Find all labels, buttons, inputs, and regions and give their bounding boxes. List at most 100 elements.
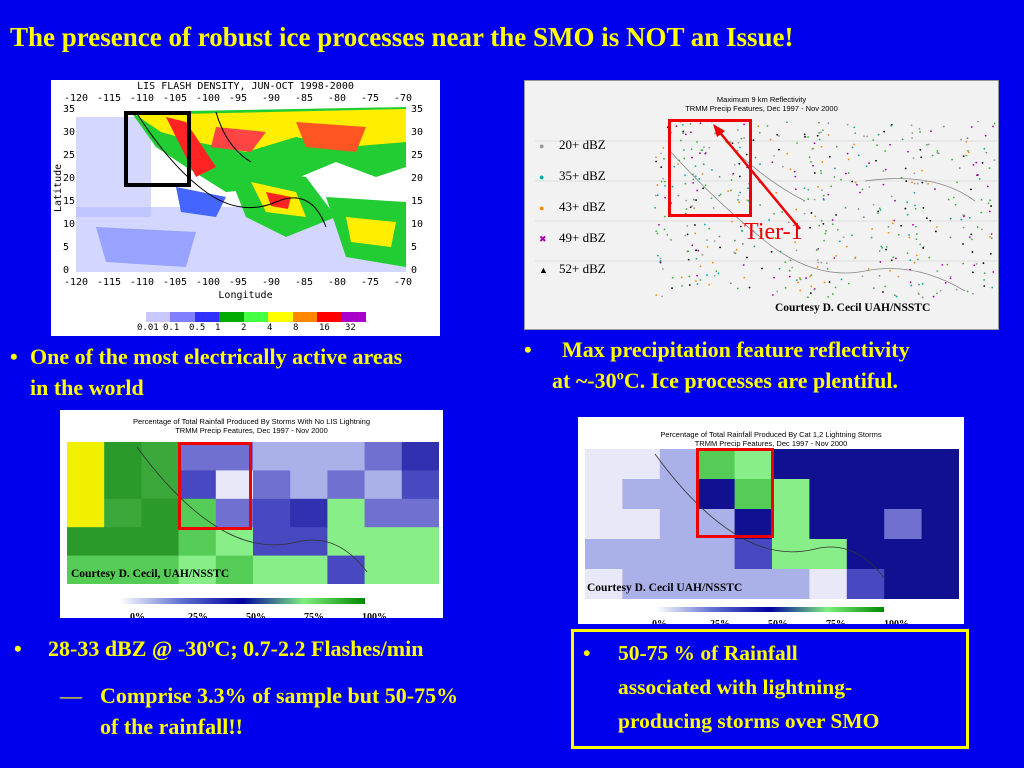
refl-feature-dot	[788, 269, 791, 272]
refl-feature-dot	[936, 150, 939, 152]
refl-feature-dot	[698, 178, 701, 180]
refl-feature-dot	[878, 250, 881, 252]
bullet3-text: 28-33 dBZ @ -30ºC; 0.7-2.2 Flashes/min	[48, 636, 424, 661]
refl-feature-dot	[823, 281, 826, 284]
refl-feature-dot	[702, 163, 705, 166]
refl-feature-dot	[828, 155, 831, 158]
refl-feature-dot	[990, 237, 993, 240]
refl-feature-dot	[702, 187, 705, 190]
refl-feature-dot	[794, 241, 797, 244]
refl-feature-dot	[813, 142, 816, 145]
refl-feature-dot	[846, 152, 849, 155]
refl-feature-dot	[671, 287, 673, 290]
lis-scale-label: 1	[215, 323, 221, 333]
refl-feature-dot	[735, 248, 738, 251]
grid-cell	[178, 527, 217, 557]
bullet-max-precipitation: • Max precipitation feature reflectivity…	[524, 334, 1024, 396]
refl-feature-dot	[831, 219, 834, 221]
refl-feature-dot	[784, 286, 787, 289]
refl-feature-dot	[897, 233, 900, 236]
refl-feature-dot	[941, 263, 944, 266]
refl-feature-dot	[656, 232, 659, 235]
grid-cell	[809, 509, 848, 540]
lis-map-title: LIS FLASH DENSITY, JUN-OCT 1998-2000	[137, 81, 354, 92]
refl-legend-item: ● 43+ dBZ	[539, 199, 606, 215]
refl-feature-dot	[798, 276, 801, 279]
grid-cell	[846, 479, 885, 510]
refl-feature-dot	[916, 182, 919, 185]
refl-feature-dot	[859, 191, 861, 194]
refl-feature-dot	[977, 121, 979, 123]
refl-feature-dot	[935, 230, 937, 233]
grid-cell	[772, 509, 810, 540]
refl-feature-dot	[697, 249, 700, 252]
refl-feature-dot	[820, 172, 823, 175]
refl-feature-dot	[743, 123, 745, 126]
refl-feature-dot	[877, 210, 880, 213]
refl-feature-dot	[871, 228, 874, 230]
cat12-scale-label: 75%	[826, 619, 846, 624]
refl-feature-dot	[817, 247, 820, 250]
lis-y-tick: 5	[63, 242, 70, 253]
refl-feature-dot	[658, 223, 660, 226]
refl-feature-dot	[968, 216, 971, 219]
refl-feature-dot	[901, 138, 904, 141]
refl-feature-dot	[655, 230, 658, 233]
refl-feature-dot	[854, 132, 857, 135]
bullet-marker: •	[10, 344, 18, 369]
grid-cell	[253, 555, 291, 584]
refl-feature-dot	[741, 230, 744, 233]
bullet-marker: •	[14, 636, 22, 661]
refl-feature-dot	[685, 208, 688, 210]
refl-feature-dot	[855, 183, 858, 186]
refl-feature-dot	[900, 177, 903, 179]
refl-feature-dot	[931, 154, 934, 157]
grid-cell	[846, 539, 885, 570]
refl-feature-dot	[912, 223, 914, 226]
refl-feature-dot	[835, 145, 838, 148]
refl-feature-dot	[962, 243, 964, 245]
lis-x-tick: -120	[64, 93, 89, 104]
grid-cell	[884, 569, 923, 599]
refl-feature-dot	[656, 184, 659, 186]
refl-feature-dot	[894, 294, 896, 297]
lis-x-tick: -70	[394, 93, 413, 104]
refl-feature-dot	[656, 194, 659, 197]
grid-cell	[846, 449, 885, 480]
refl-feature-dot	[694, 165, 697, 168]
lis-y-tick: 30	[63, 127, 76, 138]
refl-map-field	[535, 121, 997, 299]
refl-feature-dot	[962, 226, 965, 229]
refl-feature-dot	[816, 266, 819, 268]
refl-feature-dot	[733, 163, 736, 166]
grid-cell	[884, 479, 923, 510]
refl-feature-dot	[691, 173, 694, 176]
refl-feature-dot	[915, 238, 918, 241]
refl-feature-dot	[706, 274, 708, 276]
refl-feature-dot	[693, 207, 696, 210]
grid-cell	[104, 498, 142, 528]
grid-cell	[622, 539, 661, 570]
cat12-highlight-box	[696, 448, 774, 538]
refl-feature-dot	[906, 213, 909, 216]
lis-x-tick: -100	[196, 93, 221, 104]
refl-legend-glyph: ●	[539, 141, 545, 151]
refl-feature-dot	[797, 281, 799, 284]
refl-feature-dot	[654, 206, 656, 209]
refl-feature-dot	[988, 167, 991, 170]
nolis-highlight-box	[178, 442, 252, 530]
refl-feature-dot	[684, 182, 687, 185]
refl-feature-dot	[989, 236, 991, 238]
refl-feature-dot	[878, 207, 881, 210]
lis-y-tick: 0	[411, 265, 418, 276]
refl-feature-dot	[708, 227, 711, 230]
lis-x-tick: -95	[229, 277, 248, 288]
refl-feature-dot	[947, 198, 950, 201]
refl-feature-dot	[921, 282, 924, 285]
refl-feature-dot	[972, 271, 974, 274]
grid-cell	[401, 442, 439, 471]
refl-feature-dot	[813, 172, 816, 174]
refl-feature-dot	[745, 153, 748, 156]
grid-cell	[67, 442, 105, 471]
refl-feature-dot	[758, 131, 761, 134]
